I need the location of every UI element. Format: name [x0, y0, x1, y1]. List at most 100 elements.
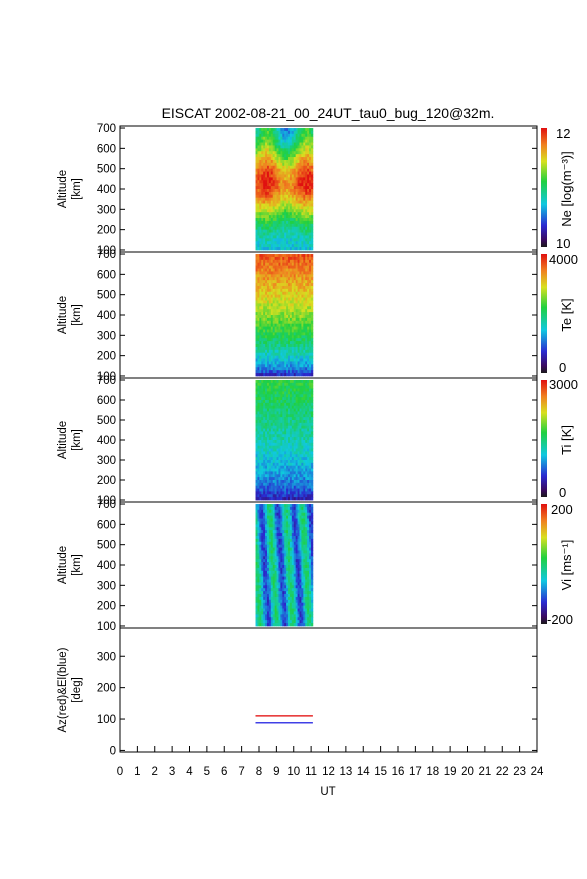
heatmap-cell [311, 497, 313, 500]
heatmap-cell [311, 218, 313, 221]
heatmap-cell [311, 391, 313, 394]
heatmap-cell [311, 507, 313, 510]
heatmap-cell [311, 423, 313, 426]
y-tick-label: 600 [97, 269, 116, 281]
heatmap-cell [311, 513, 313, 516]
heatmap-cell [311, 195, 313, 198]
panel-te: 100200300400500600700 Altitude [km] 4000… [57, 249, 578, 383]
heatmap-cell [311, 364, 313, 367]
heatmap-cell [311, 350, 313, 353]
heatmap-cell [311, 594, 313, 597]
heatmap-cell [311, 504, 313, 507]
y-tick-label: 300 [97, 455, 116, 467]
heatmap-cell [311, 480, 313, 483]
ti-colorbar-label: Ti [K] [559, 425, 574, 455]
heatmap-cell [311, 221, 313, 224]
heatmap-cell [311, 212, 313, 215]
y-tick-label: 400 [97, 184, 116, 196]
heatmap-cell [311, 148, 313, 151]
heatmap-cell [311, 519, 313, 522]
heatmap-cell [311, 426, 313, 429]
heatmap-cell [311, 209, 313, 212]
heatmap-cell [311, 157, 313, 160]
heatmap-cell [311, 397, 313, 400]
heatmap-cell [311, 303, 313, 306]
heatmap-cell [311, 332, 313, 335]
heatmap-cell [311, 553, 313, 556]
heatmap-cell [311, 244, 313, 247]
y-tick-label: 500 [97, 164, 116, 176]
heatmap-cell [311, 306, 313, 309]
heatmap-cell [311, 527, 313, 530]
heatmap-cell [311, 437, 313, 440]
heatmap-cell [311, 177, 313, 180]
ne-colorbar [541, 128, 547, 247]
heatmap-cell [311, 588, 313, 591]
heatmap-cell [311, 289, 313, 292]
heatmap-cell [311, 429, 313, 432]
heatmap-vi [256, 504, 314, 626]
heatmap-cell [311, 137, 313, 140]
panel-te-frame [120, 252, 537, 378]
heatmap-ne [256, 128, 314, 250]
ne-colorbar-max: 12 [556, 126, 570, 141]
y-tick-label: 600 [97, 143, 116, 155]
heatmap-cell [311, 286, 313, 289]
heatmap-cell [311, 131, 313, 134]
heatmap-cell [311, 559, 313, 562]
heatmap-cell [311, 400, 313, 403]
heatmap-cell [311, 483, 313, 486]
heatmap-cell [311, 545, 313, 548]
te-ylabel-1: Altitude [57, 296, 69, 334]
heatmap-cell [311, 260, 313, 263]
heatmap-cell [311, 327, 313, 330]
heatmap-cell [311, 411, 313, 414]
heatmap-cell [311, 330, 313, 333]
heatmap-cell [311, 238, 313, 241]
heatmap-cell [311, 403, 313, 406]
ti-colorbar-min: 0 [559, 485, 566, 500]
heatmap-cell [311, 154, 313, 157]
heatmap-cell [311, 128, 313, 131]
heatmap-cell [311, 266, 313, 269]
heatmap-cell [311, 235, 313, 238]
panel-ti: 100200300400500600700 Altitude [km] 3000… [57, 375, 578, 507]
heatmap-cell [311, 414, 313, 417]
ne-y-ticks: 100200300400500600700 [97, 123, 537, 257]
heatmap-cell [311, 383, 313, 386]
y-tick-label: 700 [97, 375, 116, 387]
te-ylabel-2: [km] [71, 304, 83, 326]
heatmap-cell [311, 204, 313, 207]
heatmap-cell [311, 321, 313, 324]
heatmap-cell [311, 160, 313, 163]
heatmap-cell [311, 585, 313, 588]
y-tick-label: 300 [97, 204, 116, 216]
heatmap-cell [311, 454, 313, 457]
heatmap-cell [311, 406, 313, 409]
panel-ne: 100200300400500600700 Altitude [km] 12 1… [57, 123, 574, 257]
heatmap-te [256, 254, 314, 376]
heatmap-cell [311, 183, 313, 186]
heatmap-cell [311, 186, 313, 189]
heatmap-cell [311, 324, 313, 327]
heatmap-cell [311, 466, 313, 469]
y-tick-label: 600 [97, 395, 116, 407]
te-colorbar [541, 254, 547, 373]
heatmap-cell [311, 227, 313, 230]
heatmap-cell [311, 556, 313, 559]
heatmap-cell [311, 420, 313, 423]
heatmap-cell [311, 571, 313, 574]
panel-ti-frame [120, 378, 537, 502]
ti-ylabel-2: [km] [71, 429, 83, 451]
heatmap-cell [311, 494, 313, 497]
heatmap-cell [311, 359, 313, 362]
heatmap-cell [311, 591, 313, 594]
heatmap-cell [311, 145, 313, 148]
heatmap-cell [311, 163, 313, 166]
heatmap-cell [311, 180, 313, 183]
heatmap-cell [311, 580, 313, 583]
heatmap-cell [311, 201, 313, 204]
heatmap-cell [311, 568, 313, 571]
y-tick-label: 400 [97, 310, 116, 322]
y-tick-label: 700 [97, 249, 116, 261]
